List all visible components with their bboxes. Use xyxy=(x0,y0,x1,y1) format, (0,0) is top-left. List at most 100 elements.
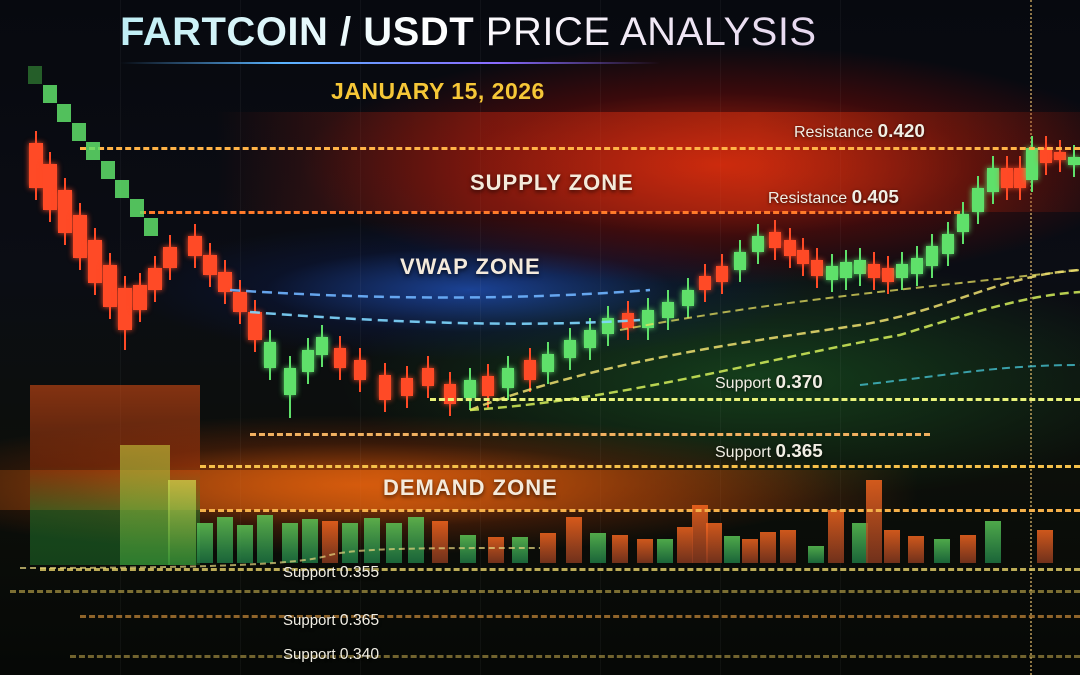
volume-bar xyxy=(692,505,708,563)
candle-body xyxy=(422,368,434,386)
candle-body xyxy=(716,266,728,282)
volume-bar xyxy=(657,539,673,563)
candle xyxy=(401,366,413,408)
volume-bar xyxy=(322,521,338,563)
volume-bar xyxy=(512,537,528,563)
level-value: 0.340 xyxy=(339,646,380,663)
candle-body xyxy=(29,143,43,188)
candle xyxy=(29,131,43,200)
level-kind: Support xyxy=(283,612,336,629)
volume-bar xyxy=(197,523,213,563)
volume-bar xyxy=(934,539,950,563)
chart-date: JANUARY 15, 2026 xyxy=(331,78,545,104)
candle xyxy=(284,356,296,418)
support-label-lower-0365: Support 0.365 xyxy=(283,612,379,630)
candle xyxy=(354,348,366,392)
volume-bar xyxy=(828,510,844,563)
candle xyxy=(699,264,711,302)
candle xyxy=(1040,136,1052,175)
candle-body xyxy=(401,378,413,396)
candle xyxy=(43,152,57,222)
volume-bars xyxy=(197,480,1053,563)
candle-body xyxy=(784,240,796,256)
candle xyxy=(1026,136,1038,192)
candle-body xyxy=(797,250,809,264)
volume-bar xyxy=(257,515,273,563)
title-underline xyxy=(120,62,660,64)
candle xyxy=(769,220,781,260)
candle-body xyxy=(911,258,923,274)
candle xyxy=(482,364,494,408)
candle-body xyxy=(957,214,969,232)
level-value: 0.355 xyxy=(339,564,380,581)
candle xyxy=(734,240,746,282)
volume-bar xyxy=(386,523,402,563)
candle-body xyxy=(584,330,596,348)
candle-body xyxy=(826,266,838,280)
candle-body xyxy=(1001,168,1013,188)
candle xyxy=(1001,156,1013,200)
candle-body xyxy=(542,354,554,372)
support-label-0370: Support 0.370 xyxy=(715,371,823,393)
candle xyxy=(502,356,514,400)
volume-bar xyxy=(282,523,298,563)
level-value: 0.420 xyxy=(877,120,925,141)
candle xyxy=(826,254,838,292)
candle xyxy=(811,248,823,288)
volume-bar xyxy=(590,533,606,563)
candle xyxy=(163,235,177,280)
candle-body xyxy=(699,276,711,290)
support-label-0355: Support 0.355 xyxy=(283,564,379,582)
candle xyxy=(987,156,999,204)
demand-zone-bottom-line xyxy=(200,509,1080,512)
candle xyxy=(682,278,694,318)
candle-body xyxy=(264,342,276,368)
page-title: FARTCOIN / USDT PRICE ANALYSIS xyxy=(120,10,817,55)
candle-body xyxy=(1040,148,1052,163)
candle-body xyxy=(524,360,536,380)
grid-line xyxy=(360,0,361,675)
level-kind: Resistance xyxy=(794,124,874,141)
grid-line xyxy=(120,0,121,675)
candle-body xyxy=(868,264,880,278)
support-line-0365 xyxy=(200,465,1080,468)
level-kind: Support xyxy=(715,444,772,461)
volume-bar xyxy=(1037,530,1053,563)
candle-body xyxy=(502,368,514,388)
volume-bar xyxy=(364,518,380,563)
volume-bar xyxy=(908,536,924,563)
volume-bar xyxy=(852,523,868,563)
title-suffix: PRICE ANALYSIS xyxy=(474,10,817,54)
level-value: 0.365 xyxy=(339,612,380,629)
candle-body xyxy=(88,240,102,283)
candle xyxy=(148,256,162,302)
candle-body xyxy=(118,288,132,330)
candle xyxy=(1054,140,1066,172)
candle xyxy=(972,176,984,224)
candle-body xyxy=(464,380,476,398)
volume-bar xyxy=(866,480,882,563)
candle xyxy=(784,228,796,268)
level-value: 0.405 xyxy=(851,186,899,207)
candle-body xyxy=(218,272,232,292)
candle-body xyxy=(769,232,781,248)
volume-bar xyxy=(540,533,556,563)
volume-bar xyxy=(706,523,722,563)
demand-zone-label: DEMAND ZONE xyxy=(383,475,558,500)
candle-body xyxy=(1068,157,1080,165)
support-line-minor xyxy=(10,590,1080,593)
volume-bar xyxy=(566,517,582,563)
volume-block xyxy=(168,480,196,565)
volume-bar xyxy=(302,519,318,563)
candle-body xyxy=(73,215,87,258)
candle xyxy=(248,300,262,352)
volume-bar xyxy=(612,535,628,563)
candle xyxy=(88,228,102,295)
candle xyxy=(854,248,866,286)
candle-body xyxy=(379,375,391,400)
stair-block xyxy=(42,85,57,103)
stair-block xyxy=(71,123,86,141)
candle xyxy=(422,356,434,398)
volume-block xyxy=(120,445,170,565)
